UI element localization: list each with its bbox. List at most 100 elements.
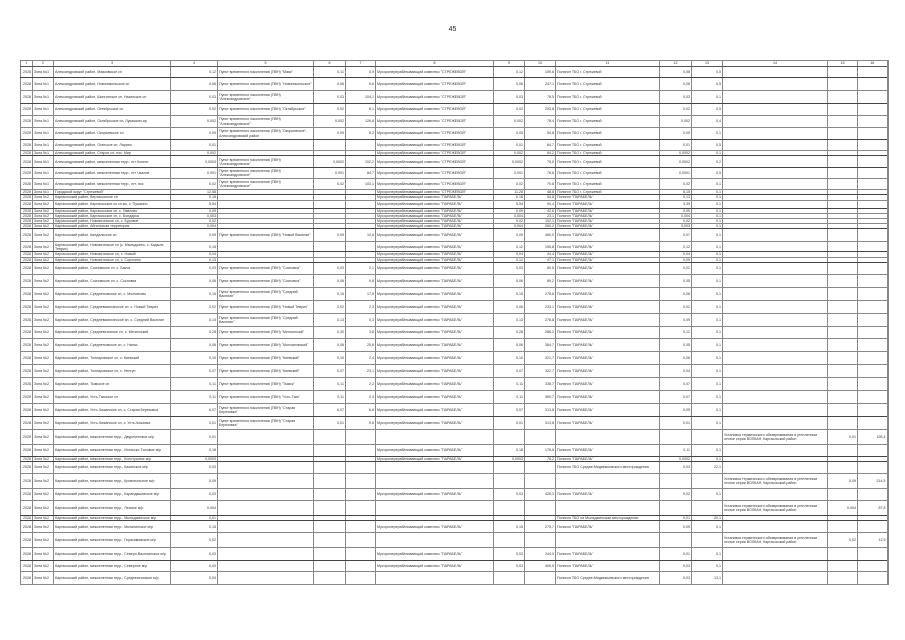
table-cell — [217, 500, 314, 517]
table-cell: 2028 — [20, 286, 33, 301]
table-cell: 0,02 — [170, 103, 218, 116]
table-cell: Зона №2 — [32, 560, 54, 573]
table-cell: Мусороперерабатывающий комплекс "ПАРАБЕЛ… — [375, 312, 494, 327]
table-cell — [857, 571, 888, 586]
table-cell: Зона №2 — [32, 337, 54, 352]
table-cell: 460,0 — [524, 228, 556, 243]
table-cell — [827, 299, 858, 314]
table-cell: 286,2 — [524, 325, 556, 339]
table-cell: Пункт временного накопления (ПВН) "Новон… — [217, 77, 314, 91]
table-cell — [857, 228, 888, 243]
table-cell — [722, 571, 828, 586]
table-cell — [722, 560, 828, 573]
table-cell: Зона №2 — [32, 473, 54, 490]
table-cell: 2028 — [20, 500, 33, 517]
table-cell — [857, 325, 888, 339]
table-cell: 103,1 — [345, 178, 376, 191]
table-cell: 244,0 — [524, 547, 556, 562]
table-cell — [555, 532, 660, 549]
table-row: 2028 Зона №2 Каргасокский район, Толпаровс… — [20, 350, 888, 365]
table-cell: Зона №1 — [32, 155, 54, 169]
table-cell: Пункт временного накопления (ПВН) "Киевс… — [217, 363, 314, 378]
table-cell: 2028 — [20, 299, 33, 314]
table-cell: Установка термического обезвреживания в … — [722, 473, 828, 490]
table-row: 2028 Зона №2 Каргасокский район, Сосновско… — [20, 273, 888, 288]
table-cell: Каргасокский район, Сосновское сп, с. Ба… — [53, 261, 171, 275]
table-cell: 0,1 — [691, 228, 723, 243]
table-cell: 0,002 — [170, 115, 218, 128]
table-cell: Полигон "ПАРАБЕЛЬ" — [555, 299, 660, 314]
table-cell — [827, 199, 858, 209]
table-cell: Зона №2 — [32, 428, 54, 445]
table-cell — [345, 428, 376, 445]
table-cell — [345, 488, 376, 502]
table-cell: 0,01 — [827, 428, 858, 445]
table-cell: 9,6 — [345, 415, 376, 430]
table-cell: 195,4 — [857, 428, 888, 445]
table-cell: Каргасокский район, межселенная терр., С… — [53, 560, 171, 573]
table-cell — [722, 103, 828, 116]
table-cell — [217, 199, 314, 209]
table-cell: 0,0003 — [170, 155, 218, 169]
table-cell — [313, 520, 346, 534]
table-row: 2028 Зона №1 Александровский район, межсел… — [20, 167, 888, 180]
table-cell — [827, 228, 858, 243]
table-cell: Зона №1 — [32, 103, 54, 116]
table-row: 2028 Зона №2 Каргасокский район, Усть-Тымс… — [20, 389, 888, 404]
table-cell — [659, 473, 692, 490]
table-cell: Александровский район, Окорьевское сп — [53, 127, 171, 140]
table-cell: Мусороперерабатывающий комплекс "СТРЕЖЕВ… — [375, 167, 494, 180]
table-row: 2028 Зона №2 Каргасокский район, Усть-Чижа… — [20, 402, 888, 417]
table-cell: Мусороперерабатывающий комплекс "ПАРАБЕЛ… — [375, 547, 494, 562]
table-cell — [313, 500, 346, 517]
table-cell — [722, 402, 828, 417]
table-cell: 360,7 — [524, 389, 556, 404]
table-cell — [345, 443, 376, 457]
table-cell: Полигон ТБО г. Стрежевой — [555, 178, 660, 191]
table-cell: Зона №2 — [32, 299, 54, 314]
table-cell: Мусороперерабатывающий комплекс "ПАРАБЕЛ… — [375, 350, 494, 365]
table-cell: 0,15 — [493, 286, 525, 301]
table-cell — [857, 488, 888, 502]
table-cell — [313, 532, 346, 549]
table-cell: Пункт временного накопления (ПВН) "Алекс… — [217, 167, 314, 180]
table-cell: 0,1 — [691, 363, 723, 378]
table-cell: 0,03 — [170, 90, 218, 104]
table-cell: 0,1 — [691, 547, 723, 562]
table-cell: Полигон "ПАРАБЕЛЬ" — [555, 228, 660, 243]
table-cell — [857, 312, 888, 327]
table-cell: 0,02 — [170, 532, 218, 549]
table-cell: 2028 — [20, 337, 33, 352]
table-cell — [722, 139, 828, 151]
table-cell — [722, 415, 828, 430]
table-cell — [217, 461, 314, 475]
table-cell — [857, 337, 888, 352]
table-cell: Полигон ТБО Средне-Медвежьевского местор… — [555, 571, 660, 586]
table-cell: 94,4 — [524, 199, 556, 209]
table-cell: 2028 — [20, 103, 33, 116]
table-cell: 0,07 — [313, 402, 346, 417]
table-cell: 0,10 — [493, 350, 525, 365]
table-cell: 0,04 — [659, 363, 692, 378]
table-cell: Полигон "ПАРАБЕЛЬ" — [555, 547, 660, 562]
table-cell: Зона №2 — [32, 350, 54, 365]
table-cell: Пункт временного накопления (ПВН) "Стара… — [217, 402, 314, 417]
table-cell: Зона №1 — [32, 66, 54, 78]
table-cell — [827, 261, 858, 275]
table-cell: 2028 — [20, 139, 33, 151]
table-cell: 2028 — [20, 488, 33, 502]
table-cell: 2028 — [20, 350, 33, 365]
table-cell: Пункт временного накопления (ПВН) "Маяк" — [217, 66, 314, 78]
table-cell — [722, 77, 828, 91]
table-cell: Александровский район, Оганское сп, Лари… — [53, 139, 171, 151]
table-cell: 2028 — [20, 223, 33, 230]
table-cell — [493, 500, 525, 517]
table-cell: Мусороперерабатывающий комплекс "ПАРАБЕЛ… — [375, 415, 494, 430]
table-cell: 2028 — [20, 90, 33, 104]
table-cell — [827, 312, 858, 327]
table-cell: 0,5 — [691, 66, 723, 78]
table-cell: 0,11 — [659, 443, 692, 457]
table-cell — [722, 363, 828, 378]
table-cell — [722, 66, 828, 78]
table-cell — [524, 532, 556, 549]
